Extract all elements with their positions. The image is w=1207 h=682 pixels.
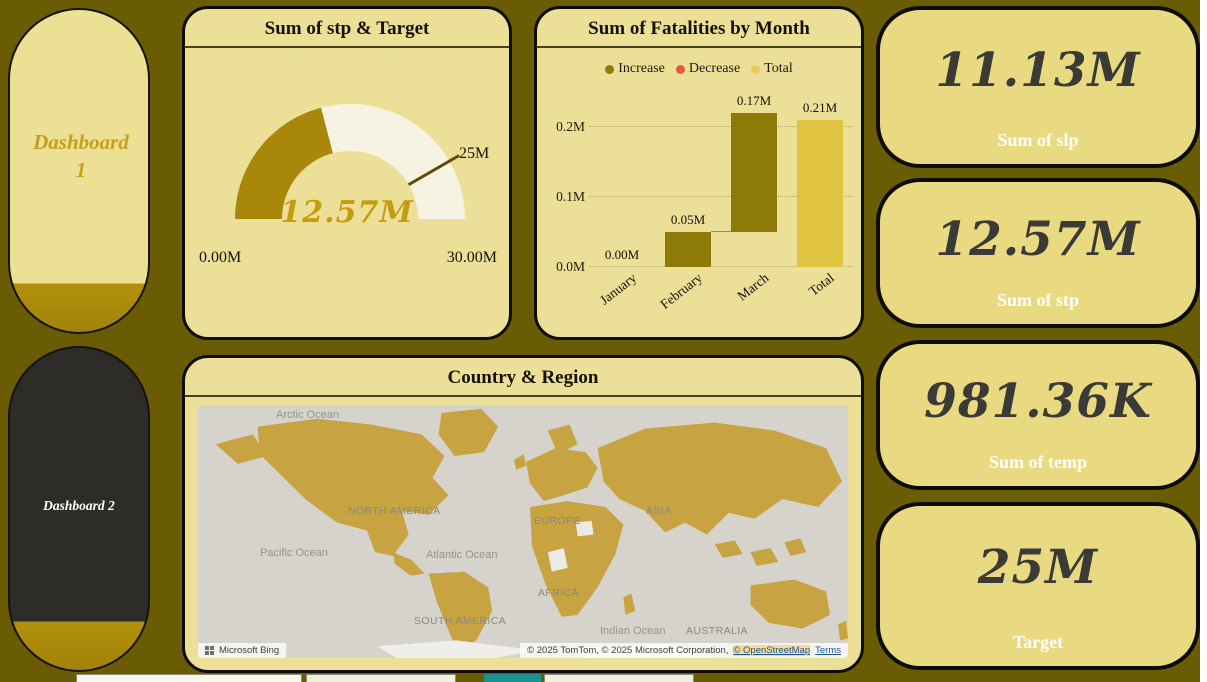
legend-increase-label: Increase <box>618 61 665 76</box>
waterfall-value-label: 0.00M <box>604 247 640 262</box>
page-tab[interactable] <box>544 674 694 682</box>
landmass-new-zealand <box>838 620 848 641</box>
gauge-card-title: Sum of stp & Target <box>185 9 509 48</box>
waterfall-card-title: Sum of Fatalities by Month <box>537 9 861 48</box>
kpi-card-sum-of-stp: 12.57M Sum of stp <box>876 178 1200 328</box>
legend-item-increase[interactable]: Increase <box>605 61 665 77</box>
waterfall-value-label: 0.05M <box>670 212 706 227</box>
total-dot-icon <box>751 64 761 74</box>
gauge-max-label: 30.00M <box>446 249 497 266</box>
landmass-africa-unshaded-2 <box>575 520 594 537</box>
world-map[interactable]: Arctic Ocean NORTH AMERICA Pacific Ocean… <box>198 405 848 658</box>
map-card-title: Country & Region <box>185 358 861 397</box>
waterfall-connector <box>711 231 731 232</box>
waterfall-bar-march[interactable] <box>731 113 777 232</box>
landmass-south-america <box>428 571 493 653</box>
microsoft-logo-icon <box>205 646 214 655</box>
waterfall-x-label: Total <box>806 270 838 299</box>
landmass-sea-islands-1 <box>714 540 743 558</box>
map-card: Country & Region <box>182 355 864 673</box>
y-axis-tick: 0.0M <box>556 259 585 274</box>
landmass-sea-islands-2 <box>750 548 779 566</box>
waterfall-legend: Increase Decrease Total <box>537 61 861 77</box>
y-axis-tick: 0.2M <box>556 119 585 134</box>
bing-attribution: Microsoft Bing <box>198 643 287 658</box>
waterfall-value-label: 0.17M <box>736 93 772 108</box>
nav-dashboard-2-label: Dashboard 2 <box>43 498 115 513</box>
legend-item-total[interactable]: Total <box>751 61 793 77</box>
openstreetmap-link[interactable]: © OpenStreetMap <box>733 645 811 656</box>
waterfall-x-label: March <box>734 270 772 304</box>
nav-dashboard-2-button[interactable]: Dashboard 2 <box>8 346 150 672</box>
page-tab-strip <box>0 674 1207 682</box>
legend-decrease-label: Decrease <box>688 61 741 76</box>
kpi-value: 981.36K <box>924 374 1152 430</box>
landmass-uk <box>514 454 526 470</box>
kpi-label: Sum of temp <box>989 452 1087 472</box>
map-copyright: © 2025 TomTom, © 2025 Microsoft Corporat… <box>520 643 848 658</box>
page-tab[interactable] <box>76 674 302 682</box>
kpi-value: 11.13M <box>935 42 1141 98</box>
waterfall-plot-area: 0.0M 0.1M 0.2M 0.00M January 0.05M February… <box>556 93 853 312</box>
landmass-north-america <box>257 418 449 557</box>
gridline <box>589 126 853 127</box>
waterfall-x-label: January <box>596 270 640 308</box>
kpi-label: Target <box>1012 632 1064 652</box>
landmass-asia <box>597 422 843 535</box>
waterfall-x-label: February <box>657 270 706 312</box>
kpi-label: Sum of stp <box>996 290 1080 310</box>
waterfall-card: Sum of Fatalities by Month Increase Decr… <box>534 6 864 340</box>
gauge-chart[interactable] <box>235 104 465 220</box>
landmass-central-america <box>392 552 425 576</box>
page-tab[interactable] <box>306 674 456 682</box>
kpi-card-sum-of-temp: 981.36K Sum of temp <box>876 340 1200 490</box>
waterfall-bar-total[interactable] <box>797 120 843 267</box>
gauge-min-label: 0.00M <box>199 249 242 266</box>
gauge-card: Sum of stp & Target 12.57M 0.00M 30.00M … <box>182 6 512 340</box>
copyright-text: © 2025 TomTom, © 2025 Microsoft Corporat… <box>527 645 729 656</box>
kpi-card-sum-of-slp: 11.13M Sum of slp <box>876 6 1200 168</box>
landmass-madagascar <box>623 593 636 615</box>
bing-provider-label: Microsoft Bing <box>219 645 280 656</box>
landmass-europe <box>525 448 598 502</box>
waterfall-bar-february[interactable] <box>665 232 711 267</box>
landmass-africa <box>529 501 624 617</box>
right-edge-gutter <box>1200 0 1207 682</box>
kpi-card-target: 25M Target <box>876 502 1200 670</box>
landmass-scandinavia <box>547 424 578 455</box>
map-attribution-bar: Microsoft Bing © 2025 TomTom, © 2025 Mic… <box>198 643 848 658</box>
kpi-label: Sum of slp <box>997 130 1079 150</box>
waterfall-value-label: 0.21M <box>802 100 838 115</box>
kpi-value: 25M <box>977 540 1099 596</box>
gridline <box>589 266 853 267</box>
page-tab-accent[interactable] <box>484 674 541 682</box>
legend-total-label: Total <box>764 61 793 76</box>
landmass-australia <box>750 579 831 629</box>
gauge-value: 12.57M <box>280 195 414 230</box>
world-map-svg <box>215 408 848 658</box>
landmass-africa-unshaded-1 <box>547 548 568 572</box>
y-axis-tick: 0.1M <box>556 189 585 204</box>
landmass-sea-islands-3 <box>784 538 807 557</box>
gauge-target-label: 25M <box>459 145 490 162</box>
decrease-dot-icon <box>675 64 685 74</box>
landmass-alaska <box>215 434 268 464</box>
nav-dashboard-1-label: Dashboard 1 <box>33 130 129 183</box>
nav-dashboard-1-button[interactable]: Dashboard 1 <box>8 8 150 334</box>
increase-dot-icon <box>605 64 615 74</box>
landmass-japan <box>822 459 837 480</box>
landmass-antarctica-1 <box>376 640 536 658</box>
landmass-greenland <box>438 408 499 456</box>
terms-link[interactable]: Terms <box>815 645 841 656</box>
kpi-value: 12.57M <box>935 212 1141 268</box>
legend-item-decrease[interactable]: Decrease <box>675 61 741 77</box>
gridline <box>589 196 853 197</box>
